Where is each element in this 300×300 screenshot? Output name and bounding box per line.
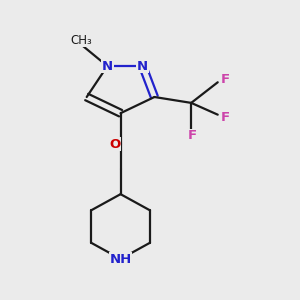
Text: N: N <box>137 60 148 73</box>
Text: N: N <box>102 60 113 73</box>
Text: NH: NH <box>110 253 132 266</box>
Text: F: F <box>220 74 230 86</box>
Text: CH₃: CH₃ <box>70 34 92 47</box>
Text: O: O <box>109 138 120 151</box>
Text: F: F <box>188 129 197 142</box>
Text: F: F <box>220 110 230 124</box>
